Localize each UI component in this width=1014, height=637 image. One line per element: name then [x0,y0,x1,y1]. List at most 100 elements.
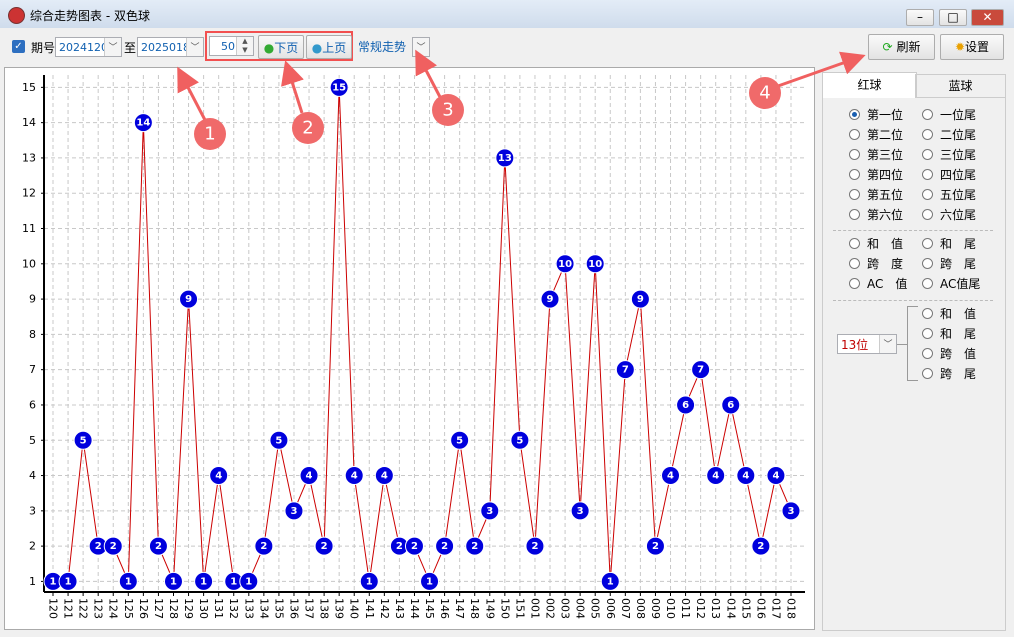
point-label: 1 [426,576,433,587]
point-label: 4 [742,471,749,482]
next-page-button[interactable]: ●下页 [258,35,304,59]
digit-select[interactable]: 13位 ﹀ [837,334,897,354]
x-tick-label: 010 [664,598,677,619]
radio-button[interactable] [849,278,860,289]
maximize-button[interactable]: □ [939,9,967,26]
y-tick-label: 2 [29,540,36,553]
point-marker [766,466,786,486]
radio-button[interactable] [849,149,860,160]
x-tick-label: 006 [604,598,617,619]
radio-button[interactable] [922,328,933,339]
point-marker [781,501,801,521]
bracket [897,344,907,345]
radio-button[interactable] [849,169,860,180]
x-tick-label: 121 [62,598,75,619]
x-tick-label: 133 [242,598,255,619]
point-label: 2 [155,541,162,552]
point-label: 3 [577,506,584,517]
radio-button[interactable] [849,209,860,220]
point-label: 14 [136,118,150,129]
radio-button[interactable] [922,278,933,289]
y-tick-label: 8 [29,328,36,341]
radio-button[interactable] [922,129,933,140]
radio-label: 二位尾 [940,128,977,142]
settings-button[interactable]: ✹设置 [940,34,1004,60]
refresh-button[interactable]: ⟳ 刷新 [868,34,935,60]
x-tick-label: 143 [393,598,406,619]
radio-button[interactable] [922,109,933,120]
point-label: 1 [245,576,252,587]
radio-button[interactable] [922,238,933,249]
radio-button[interactable] [922,209,933,220]
radio-button[interactable] [922,169,933,180]
x-tick-label: 139 [333,598,346,619]
radio-button[interactable] [922,149,933,160]
point-label: 6 [727,400,734,411]
x-tick-label: 128 [167,598,180,619]
arrow [415,49,442,98]
radio-button[interactable] [922,189,933,200]
x-tick-label: 017 [769,598,782,619]
y-tick-label: 5 [29,434,36,447]
y-tick-label: 11 [22,222,36,235]
point-marker [465,536,485,556]
radio-label: 第五位 [867,188,904,202]
radio-label: 第三位 [867,148,904,162]
close-button[interactable]: ✕ [971,9,1004,26]
radio-button[interactable] [922,368,933,379]
radio-button[interactable] [849,258,860,269]
point-label: 1 [65,576,72,587]
red-ball-tab[interactable]: 红球 [822,72,917,98]
point-label: 3 [486,506,493,517]
x-tick-label: 127 [152,598,165,619]
point-marker [148,536,168,556]
x-tick-label: 132 [227,598,240,619]
period-checkbox[interactable]: ✓ [12,40,25,53]
x-tick-label: 140 [348,598,361,619]
point-label: 10 [558,259,572,270]
point-label: 5 [456,435,463,446]
radio-button[interactable] [849,189,860,200]
annotation-number: 1 [204,124,215,145]
minimize-button[interactable]: – [906,9,934,26]
point-marker [299,466,319,486]
point-label: 2 [531,541,538,552]
title-bar [0,0,1014,28]
radio-button[interactable] [849,238,860,249]
blue-ball-tab[interactable]: 蓝球 [915,74,1006,98]
radio-button[interactable] [922,348,933,359]
annotation-number: 4 [759,83,770,104]
point-label: 2 [260,541,267,552]
bracket [907,306,918,381]
point-label: 2 [411,541,418,552]
y-tick-label: 13 [22,151,36,164]
point-marker [706,466,726,486]
radio-button[interactable] [922,308,933,319]
point-marker [600,571,620,591]
point-label: 2 [757,541,764,552]
point-label: 1 [230,576,237,587]
count-spinner[interactable]: 50 ▲ ▼ [209,36,254,56]
radio-button[interactable] [849,129,860,140]
radio-button[interactable] [849,109,860,120]
point-label: 7 [697,365,704,376]
x-tick-label: 012 [694,598,707,619]
point-label: 4 [381,471,388,482]
point-marker [284,501,304,521]
point-label: 2 [396,541,403,552]
x-tick-label: 002 [544,598,557,619]
x-tick-label: 013 [709,598,722,619]
y-tick-label: 3 [29,504,36,517]
radio-button[interactable] [922,258,933,269]
point-marker [404,536,424,556]
x-tick-label: 135 [272,598,285,619]
highlight-box [205,31,353,61]
from-period[interactable]: 2024120 ﹀ [55,37,122,57]
x-tick-label: 007 [619,598,632,619]
prev-page-button[interactable]: ●上页 [306,35,352,59]
to-period[interactable]: 2025018 ﹀ [137,37,204,57]
radio-label: 第六位 [867,208,904,222]
x-tick-label: 145 [423,598,436,619]
point-label: 1 [366,576,373,587]
